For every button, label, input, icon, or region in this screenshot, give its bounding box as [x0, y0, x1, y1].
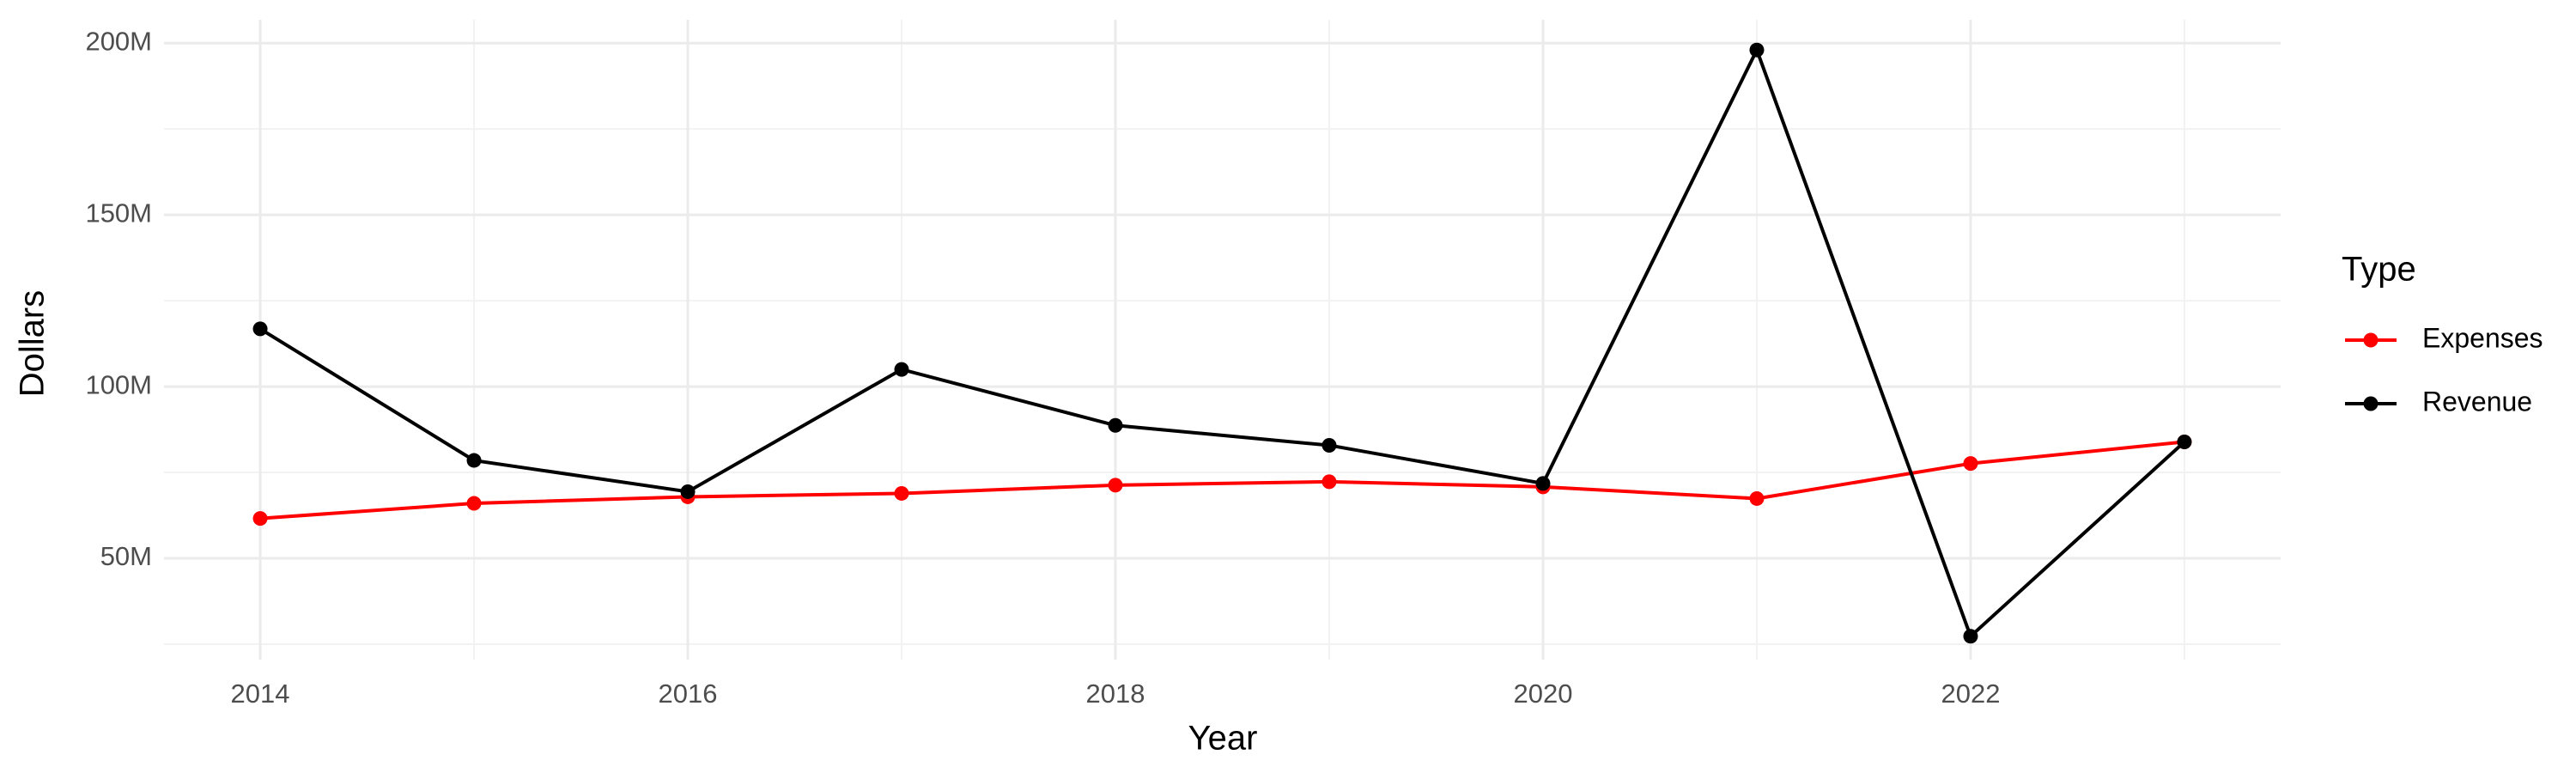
data-point — [1535, 476, 1551, 491]
y-axis-title: Dollars — [14, 290, 52, 397]
data-point — [1749, 490, 1765, 506]
series-line — [259, 440, 2185, 520]
data-point — [2177, 434, 2192, 449]
legend-title: Type — [2342, 251, 2416, 289]
data-point — [466, 453, 482, 468]
data-point — [1108, 417, 1123, 433]
legend-label: Expenses — [2422, 322, 2543, 353]
x-tick-label: 2018 — [1086, 679, 1145, 709]
y-tick-label: 200M — [85, 26, 152, 56]
data-point — [680, 484, 696, 499]
data-point — [894, 362, 909, 377]
data-point — [1749, 42, 1765, 58]
data-point — [1963, 629, 1978, 644]
data-point — [1321, 437, 1337, 453]
legend-swatch-point — [2363, 396, 2379, 411]
data-point — [252, 321, 268, 337]
x-tick-label: 2016 — [659, 679, 718, 709]
data-point — [894, 485, 909, 501]
x-axis-title: Year — [1188, 720, 1258, 758]
y-tick-label: 100M — [85, 369, 152, 399]
data-point — [252, 511, 268, 526]
x-tick-label: 2014 — [231, 679, 290, 709]
legend-label: Revenue — [2422, 386, 2532, 417]
legend-swatch-point — [2363, 332, 2379, 348]
data-point — [1108, 478, 1123, 493]
series-line — [258, 46, 2186, 640]
y-tick-label: 150M — [85, 198, 152, 228]
x-tick-label: 2020 — [1514, 679, 1573, 709]
x-tick-label: 2022 — [1941, 679, 2000, 709]
data-point — [466, 496, 482, 511]
data-point — [1963, 456, 1978, 472]
y-tick-label: 50M — [100, 541, 152, 571]
data-point — [1321, 474, 1337, 490]
